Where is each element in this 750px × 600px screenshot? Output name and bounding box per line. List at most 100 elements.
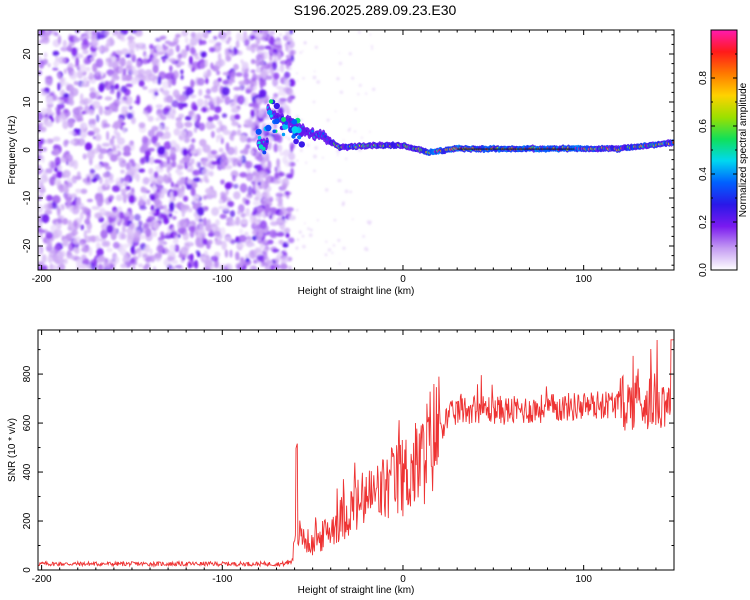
heatmap-cell xyxy=(180,207,188,213)
heatmap-cell xyxy=(86,229,92,234)
heatmap-cell xyxy=(96,247,104,257)
heatmap-cell xyxy=(189,94,197,99)
heatmap-cell xyxy=(52,67,59,71)
heatmap-cell xyxy=(266,70,271,75)
heatmap-cell xyxy=(258,30,263,34)
heatmap-cell xyxy=(122,253,129,262)
heatmap-cell xyxy=(205,77,209,85)
heatmap-cell xyxy=(204,59,208,68)
heatmap-cell xyxy=(198,89,203,96)
heatmap-cell xyxy=(141,177,150,186)
heatmap-cell xyxy=(347,128,351,132)
heatmap-cell xyxy=(162,58,166,63)
ridge-blob xyxy=(293,138,299,145)
heatmap-cell xyxy=(226,146,235,156)
heatmap-cell xyxy=(233,191,241,200)
spectral-ridge xyxy=(255,99,674,156)
heatmap-cell xyxy=(113,30,119,34)
heatmap-cell xyxy=(98,238,107,242)
heatmap-cell xyxy=(250,109,255,118)
heatmap-cell xyxy=(257,111,264,118)
heatmap-cell xyxy=(119,247,127,256)
heatmap-cell xyxy=(220,33,227,43)
heatmap-cell xyxy=(210,130,215,139)
heatmap-cell xyxy=(121,106,127,115)
heatmap-cell xyxy=(277,211,284,217)
heatmap-cell xyxy=(190,46,196,55)
heatmap-cell xyxy=(279,263,288,270)
heatmap-cells xyxy=(38,30,376,270)
heatmap-cell xyxy=(137,42,145,47)
heatmap-cell xyxy=(113,121,121,129)
heatmap-cell xyxy=(274,97,278,101)
heatmap-cell xyxy=(105,30,110,36)
heatmap-cell xyxy=(227,36,232,42)
heatmap-cell xyxy=(349,127,352,130)
heatmap-cell xyxy=(89,124,97,129)
heatmap-cell xyxy=(62,238,69,247)
heatmap-cell xyxy=(41,213,50,224)
heatmap-cell xyxy=(207,239,213,245)
heatmap-cell xyxy=(73,219,78,227)
heatmap-cell xyxy=(358,30,361,34)
heatmap-cell xyxy=(245,258,250,262)
heatmap-cell xyxy=(222,204,230,212)
heatmap-cell xyxy=(128,105,133,111)
heatmap-cell xyxy=(336,77,340,81)
heatmap-cell xyxy=(326,118,330,122)
heatmap-cell xyxy=(38,164,42,173)
heatmap-cell xyxy=(75,188,82,194)
heatmap-cell xyxy=(289,30,293,35)
heatmap-cell xyxy=(159,205,164,210)
heatmap-cell xyxy=(138,196,143,205)
heatmap-cell xyxy=(182,148,188,157)
heatmap-cell xyxy=(52,148,60,157)
heatmap-cell xyxy=(108,58,113,68)
ridge-blob xyxy=(257,135,262,140)
heatmap-cell xyxy=(148,167,154,175)
heatmap-cell xyxy=(187,178,193,185)
heatmap-cell xyxy=(57,72,61,80)
heatmap-cell xyxy=(41,254,47,264)
heatmap-cell xyxy=(134,31,143,37)
heatmap-cell xyxy=(128,43,136,51)
heatmap-cell xyxy=(69,161,75,167)
heatmap-cell xyxy=(144,54,149,59)
x-tick-label: 100 xyxy=(575,574,592,585)
heatmap-cell xyxy=(295,114,299,119)
heatmap-cell xyxy=(221,113,228,118)
heatmap-cell xyxy=(169,244,176,251)
heatmap-cell xyxy=(81,209,86,214)
heatmap-cell xyxy=(81,110,86,115)
heatmap-cell xyxy=(239,183,248,193)
ridge-blob xyxy=(281,132,286,137)
heatmap-cell xyxy=(288,78,296,87)
heatmap-cell xyxy=(162,89,170,96)
ridge-blob xyxy=(257,141,261,145)
heatmap-cell xyxy=(126,112,134,120)
heatmap-cell xyxy=(167,256,175,262)
heatmap-cell xyxy=(240,218,248,225)
heatmap-cell xyxy=(273,72,280,80)
heatmap-cell xyxy=(195,32,204,40)
heatmap-cell xyxy=(264,264,272,270)
ridge-blob xyxy=(255,128,262,135)
heatmap-cell xyxy=(338,52,341,54)
heatmap-cell xyxy=(122,225,126,234)
heatmap-cell xyxy=(267,160,272,170)
heatmap-cell xyxy=(116,144,120,149)
heatmap-cell xyxy=(178,113,185,119)
colorbar xyxy=(710,29,738,271)
heatmap-cell xyxy=(205,187,213,195)
heatmap-cell xyxy=(91,148,100,154)
heatmap-cell xyxy=(341,203,345,207)
ridge-blob xyxy=(273,102,280,110)
heatmap-cell xyxy=(281,61,285,65)
heatmap-cell xyxy=(149,248,153,256)
heatmap-cell xyxy=(175,117,182,122)
heatmap-cell xyxy=(137,250,144,257)
heatmap-cell xyxy=(303,41,307,45)
heatmap-cell xyxy=(163,216,170,225)
heatmap-cell xyxy=(164,52,168,60)
